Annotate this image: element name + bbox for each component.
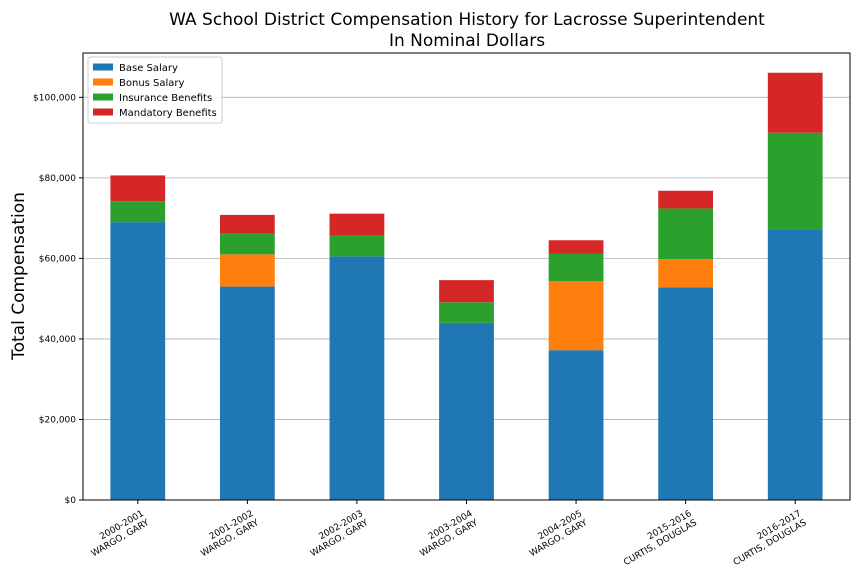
chart-title: WA School District Compensation History …: [169, 10, 765, 30]
bar-segment: [548, 240, 604, 254]
chart-subtitle: In Nominal Dollars: [389, 31, 545, 51]
legend-entry: Insurance Benefits: [119, 93, 212, 104]
bar-segment: [548, 350, 604, 500]
bar-segment: [548, 253, 604, 282]
y-tick-label: $40,000: [39, 335, 76, 345]
bar-segment: [658, 287, 714, 500]
legend-swatch: [93, 78, 113, 86]
bar-segment: [439, 302, 494, 323]
bar-segment: [110, 175, 166, 202]
bar-segment: [767, 229, 823, 500]
bar-segment: [767, 132, 823, 230]
y-axis-ticks: $0 $20,000 $40,000 $60,000 $80,000 $100,000: [33, 93, 83, 506]
legend-entry: Mandatory Benefits: [119, 108, 217, 119]
bar-segment: [548, 281, 604, 351]
bar-segment: [658, 208, 714, 260]
y-tick-label: $0: [65, 496, 77, 506]
bar-segment: [767, 72, 823, 133]
legend-swatch: [93, 108, 113, 116]
legend-entry: Bonus Salary: [119, 78, 185, 89]
bar-segment: [439, 322, 494, 500]
y-tick-label: $20,000: [39, 415, 76, 425]
legend-box: [87, 56, 223, 124]
bar-segment: [329, 256, 385, 500]
bar-segment: [658, 190, 714, 209]
legend-entry: Base Salary: [119, 63, 178, 74]
legend-swatch: [93, 63, 113, 71]
bar-segment: [658, 259, 714, 288]
bar-segment: [110, 201, 166, 223]
bar-segment: [329, 235, 385, 257]
bar-segment: [439, 280, 494, 303]
legend: Base Salary Bonus Salary Insurance Benefit…: [87, 56, 223, 124]
bar-segment: [110, 222, 166, 500]
bars: [110, 72, 823, 500]
bar-segment: [219, 214, 275, 234]
y-tick-label: $100,000: [33, 93, 76, 103]
bar-segment: [219, 233, 275, 255]
legend-swatch: [93, 93, 113, 101]
bar-segment: [329, 213, 385, 236]
y-tick-label: $80,000: [39, 174, 76, 184]
y-tick-label: $60,000: [39, 254, 76, 264]
bar-segment: [219, 254, 275, 287]
bar-segment: [219, 286, 275, 500]
y-axis-label: Total Compensation: [9, 192, 29, 361]
